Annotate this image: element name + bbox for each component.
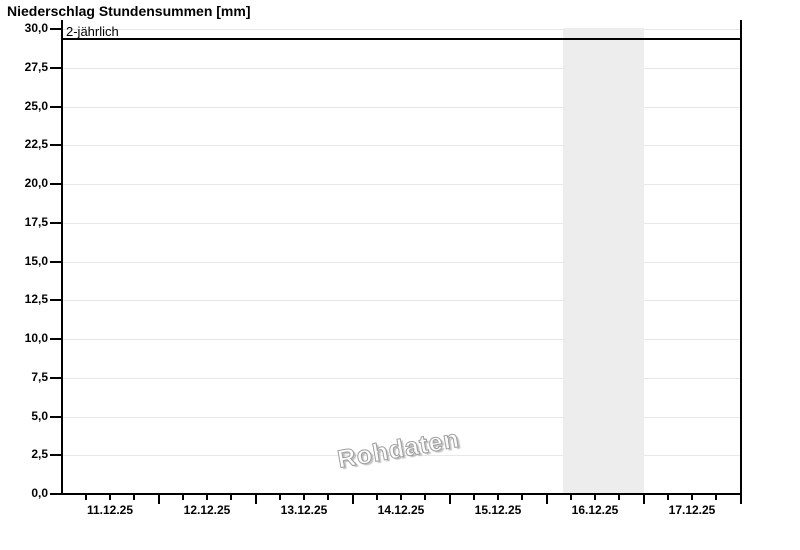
x-axis-minor-tick (182, 495, 184, 500)
y-axis-tick (50, 67, 62, 69)
y-tick-label: 0,0 (31, 486, 48, 500)
x-axis-major-tick (546, 495, 548, 504)
threshold-label: 2-jährlich (66, 24, 119, 39)
x-axis-minor-tick (279, 495, 281, 500)
y-axis-tick (50, 222, 62, 224)
y-axis-tick (50, 106, 62, 108)
y-gridline (62, 68, 741, 69)
x-axis-major-tick (255, 495, 257, 504)
y-gridline (62, 339, 741, 340)
x-axis-minor-tick (691, 495, 693, 500)
x-axis-minor-tick (303, 495, 305, 500)
x-axis-minor-tick (497, 495, 499, 500)
x-axis-minor-tick (85, 495, 87, 500)
x-axis-minor-tick (376, 495, 378, 500)
y-gridline (62, 417, 741, 418)
x-axis-major-tick (740, 495, 742, 504)
x-tick-label: 11.12.25 (86, 503, 134, 517)
x-axis-minor-tick (473, 495, 475, 500)
y-tick-label: 20,0 (24, 176, 48, 190)
y-gridline (62, 378, 741, 379)
y-axis-tick (50, 454, 62, 456)
y-axis-tick (50, 299, 62, 301)
y-tick-label: 12,5 (24, 292, 48, 306)
y-tick-label: 7,5 (31, 370, 48, 384)
x-axis-minor-tick (327, 495, 329, 500)
x-tick-label: 12.12.25 (183, 503, 231, 517)
x-axis-minor-tick (667, 495, 669, 500)
y-tick-label: 15,0 (24, 254, 48, 268)
threshold-line (62, 38, 741, 40)
y-gridline (62, 184, 741, 185)
y-gridline (62, 455, 741, 456)
x-axis-minor-tick (424, 495, 426, 500)
y-tick-label: 22,5 (24, 137, 48, 151)
y-tick-label: 2,5 (31, 447, 48, 461)
x-tick-label: 15.12.25 (474, 503, 522, 517)
x-tick-label: 16.12.25 (571, 503, 619, 517)
x-axis-line (61, 493, 742, 495)
y-tick-label: 27,5 (24, 60, 48, 74)
y-tick-label: 10,0 (24, 331, 48, 345)
y-axis-tick (50, 493, 62, 495)
x-axis-minor-tick (594, 495, 596, 500)
x-axis-minor-tick (715, 495, 717, 500)
y-axis-tick (50, 183, 62, 185)
y-gridline (62, 107, 741, 108)
y-gridline (62, 262, 741, 263)
y-tick-label: 30,0 (24, 21, 48, 35)
x-axis-minor-tick (400, 495, 402, 500)
y-gridline (62, 300, 741, 301)
x-axis-major-tick (643, 495, 645, 504)
y-tick-label: 5,0 (31, 409, 48, 423)
chart-title: Niederschlag Stundensummen [mm] (7, 3, 251, 19)
y-axis-right-spine (740, 20, 742, 494)
x-tick-label: 17.12.25 (668, 503, 716, 517)
y-axis-tick (50, 338, 62, 340)
y-axis-left-spine (61, 20, 63, 494)
x-axis-major-tick (158, 495, 160, 504)
highlight-band (563, 28, 644, 494)
y-tick-label: 25,0 (24, 99, 48, 113)
x-axis-major-tick (352, 495, 354, 504)
x-tick-label: 13.12.25 (280, 503, 328, 517)
x-axis-minor-tick (618, 495, 620, 500)
x-axis-minor-tick (230, 495, 232, 500)
x-axis-major-tick (449, 495, 451, 504)
y-axis-tick (50, 261, 62, 263)
watermark-text: Rohdaten (335, 424, 462, 474)
x-axis-minor-tick (109, 495, 111, 500)
x-axis-minor-tick (521, 495, 523, 500)
y-tick-label: 17,5 (24, 215, 48, 229)
y-axis-tick (50, 144, 62, 146)
x-axis-minor-tick (133, 495, 135, 500)
y-gridline (62, 223, 741, 224)
y-gridline (62, 145, 741, 146)
y-axis-tick (50, 377, 62, 379)
y-axis-tick (50, 416, 62, 418)
y-gridline (62, 29, 741, 30)
x-tick-label: 14.12.25 (377, 503, 425, 517)
x-axis-minor-tick (570, 495, 572, 500)
x-axis-minor-tick (206, 495, 208, 500)
y-axis-tick (50, 28, 62, 30)
